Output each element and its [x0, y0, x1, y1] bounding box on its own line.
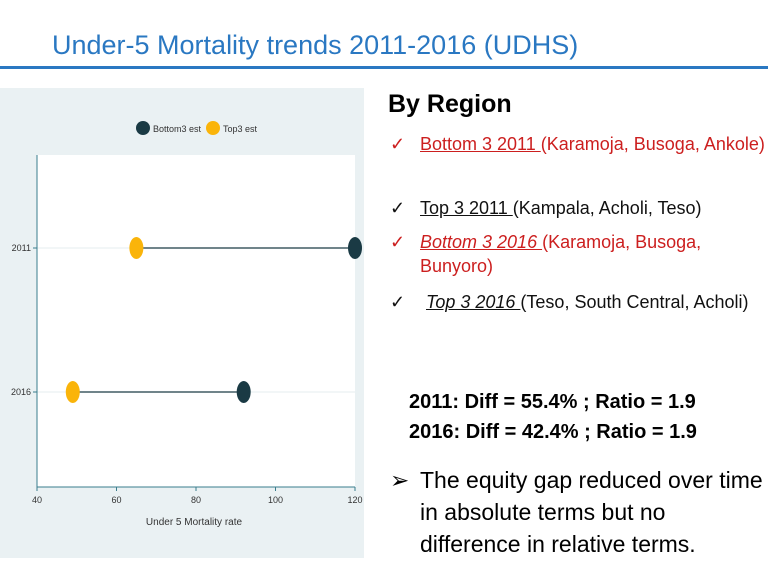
region-item-label: Bottom 3 2011 [420, 134, 541, 154]
top3-point-2011 [129, 237, 144, 259]
check-icon: ✓ [390, 134, 406, 154]
region-item-label: Top 3 2016 [426, 292, 521, 312]
chart-axes: 40 60 80 100 120 2011 2016 [11, 155, 363, 505]
region-item-bottom3-2011: ✓ Bottom 3 2011 (Karamoja, Busoga, Ankol… [390, 132, 765, 156]
legend-marker-bottom3 [136, 121, 150, 135]
check-icon: ✓ [390, 232, 406, 252]
top3-point-2016 [65, 381, 80, 403]
region-item-detail: (Teso, South Central, Acholi) [520, 292, 749, 312]
region-item-detail: (Karamoja, Busoga, Ankole) [540, 134, 765, 154]
legend-label-top3: Top3 est [223, 124, 258, 134]
chart-marks [65, 237, 362, 403]
legend-label-bottom3: Bottom3 est [153, 124, 202, 134]
x-axis-title: Under 5 Mortality rate [146, 517, 243, 528]
plot-area [37, 155, 355, 487]
bottom3-point-2016 [236, 381, 251, 403]
slide-title: Under-5 Mortality trends 2011-2016 (UDHS… [52, 30, 579, 60]
conclusion-bullet: ➢ The equity gap reduced over time in ab… [390, 464, 765, 560]
x-tick-label: 40 [32, 495, 42, 505]
x-tick-label: 100 [268, 495, 283, 505]
arrow-bullet-icon: ➢ [390, 467, 410, 493]
region-heading: By Region [388, 90, 512, 118]
region-item-label: Top 3 2011 [420, 198, 513, 218]
y-tick-label: 2011 [12, 243, 31, 253]
chart-panel: Bottom3 est Top3 est 40 60 80 100 120 2011 201… [0, 88, 364, 558]
check-icon: ✓ [390, 292, 406, 312]
stats-block: 2011: Diff = 55.4% ; Ratio = 1.9 2016: D… [409, 387, 697, 447]
region-item-label: Bottom 3 2016 [420, 232, 543, 252]
title-rule [0, 66, 768, 69]
region-item-top3-2011: ✓ Top 3 2011 (Kampala, Acholi, Teso) [390, 196, 765, 220]
x-tick-label: 80 [191, 495, 201, 505]
region-item-detail: (Karamoja, Busoga, Bunyoro) [420, 232, 702, 276]
stats-line-2011: 2011: Diff = 55.4% ; Ratio = 1.9 [409, 391, 696, 413]
legend-marker-top3 [206, 121, 220, 135]
x-tick-label: 60 [111, 495, 121, 505]
region-item-detail: (Kampala, Acholi, Teso) [512, 198, 702, 218]
region-item-top3-2016: ✓ Top 3 2016 (Teso, South Central, Achol… [390, 290, 765, 314]
stats-line-2016: 2016: Diff = 42.4% ; Ratio = 1.9 [409, 421, 697, 443]
dumbbell-chart: Bottom3 est Top3 est 40 60 80 100 120 2011 201… [11, 121, 363, 528]
bottom3-point-2011 [348, 237, 362, 259]
region-item-bottom3-2016: ✓ Bottom 3 2016 (Karamoja, Busoga, Bunyo… [390, 230, 765, 278]
conclusion-text: The equity gap reduced over time in abso… [420, 467, 763, 557]
check-icon: ✓ [390, 198, 406, 218]
x-tick-label: 120 [347, 495, 362, 505]
chart-legend: Bottom3 est Top3 est [136, 121, 258, 135]
y-tick-label: 2016 [11, 387, 31, 397]
